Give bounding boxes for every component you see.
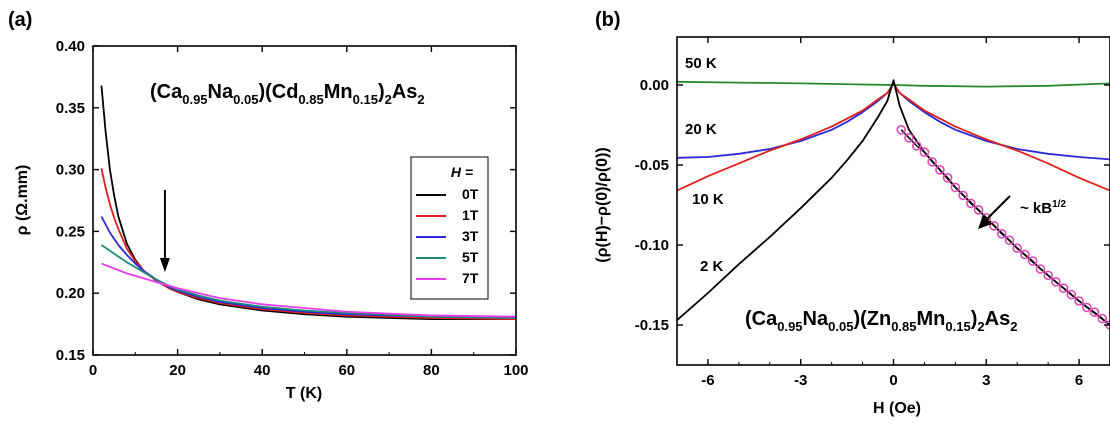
fit-point — [919, 147, 930, 157]
x-tick-label: 40 — [254, 362, 271, 379]
series-label-2k: 2 K — [700, 258, 724, 275]
series-label-10k: 10 K — [692, 191, 724, 208]
panel-a-label: (a) — [8, 9, 32, 31]
fit-point — [973, 205, 984, 215]
y-tick-label: 0.00 — [640, 77, 669, 94]
y-tick-label: 0.15 — [56, 347, 85, 364]
x-tick-label: 3 — [982, 372, 990, 389]
y-tick-label: -0.05 — [635, 157, 669, 174]
panel-b-xlabel: H (Oe) — [873, 400, 921, 417]
fit-point — [904, 133, 914, 143]
panel-a-plot: 0 20 40 60 80 100 0.15 0.20 0.25 0.30 0.35 0.40 H = 0… — [56, 38, 529, 379]
series-line-fit — [900, 129, 1110, 326]
x-tick-label: 6 — [1075, 372, 1083, 389]
fit-point — [1066, 289, 1077, 300]
legend-title: H = — [451, 164, 473, 180]
fit-point — [896, 125, 907, 135]
panel-b-series — [677, 79, 1110, 330]
legend-entry-5t: 5T — [462, 249, 479, 265]
series-line-10k — [677, 82, 1110, 192]
fit-point — [927, 157, 937, 167]
fit-point — [1058, 283, 1069, 294]
y-tick-label: 0.40 — [56, 38, 85, 55]
fit-point — [1027, 256, 1038, 266]
panel-a-series — [100, 85, 516, 321]
panel-b-label: (b) — [595, 9, 621, 31]
fit-arrow — [985, 195, 1011, 221]
fit-point — [950, 182, 961, 193]
fit-point — [935, 165, 945, 175]
fit-point — [1004, 235, 1015, 245]
fit-point — [1097, 313, 1108, 324]
panel-a-xlabel: T (K) — [286, 385, 322, 402]
fit-point — [996, 229, 1007, 239]
series-label-50k: 50 K — [685, 55, 717, 72]
x-tick-label: 20 — [169, 362, 186, 379]
y-tick-label: 0.20 — [56, 285, 85, 302]
fit-point — [989, 221, 999, 231]
series-line-7t — [101, 262, 516, 318]
fit-point — [958, 190, 968, 201]
y-tick-label: -0.15 — [635, 317, 669, 334]
fit-point — [1082, 302, 1092, 313]
y-tick-label: 0.25 — [56, 223, 85, 240]
legend-entry-0t: 0T — [462, 186, 479, 202]
fit-arrow-head — [978, 215, 992, 229]
y-tick-label: 0.30 — [56, 162, 85, 179]
fit-point — [1089, 307, 1100, 318]
y-tick-label: -0.10 — [635, 237, 669, 254]
x-tick-label: 0 — [89, 362, 97, 379]
fit-point — [1043, 270, 1053, 281]
x-tick-label: 80 — [423, 362, 440, 379]
series-label-20k: 20 K — [685, 121, 717, 138]
fit-point — [1012, 243, 1023, 253]
x-tick-label: -3 — [794, 372, 807, 389]
panel-b-formula: (Ca0.95Na0.05)(Zn0.85Mn0.15)2As2 — [745, 308, 1017, 334]
panel-b-fit-label: ~ kB1/2 — [1020, 199, 1066, 217]
series-line-5t — [100, 244, 516, 319]
legend-entry-3t: 3T — [462, 228, 479, 244]
x-tick-label: -6 — [701, 372, 714, 389]
legend-entry-1t: 1T — [462, 207, 479, 223]
y-tick-label: 0.35 — [56, 100, 85, 117]
legend-entry-7t: 7T — [462, 270, 479, 286]
x-tick-label: 60 — [338, 362, 355, 379]
fit-point — [1035, 264, 1046, 274]
panel-b-ylabel: (ρ(H)−ρ(0)/ρ(0)) — [594, 147, 611, 262]
panel-a-formula: (Ca0.95Na0.05)(Cd0.85Mn0.15)2As2 — [150, 81, 425, 107]
fit-point — [1074, 296, 1084, 306]
x-tick-label: 100 — [503, 362, 528, 379]
arrow-head — [159, 258, 170, 272]
fit-point — [1020, 249, 1030, 260]
panel-a-ylabel: ρ (Ω.mm) — [14, 165, 31, 236]
panel-b-plot: -6 -3 0 3 6 0.00 -0.05 -0.10 -0.15 50 K 20 K 10 K 2 … — [635, 36, 1110, 389]
legend-box — [410, 156, 489, 300]
fit-point — [911, 141, 922, 151]
fit-point — [1051, 276, 1061, 287]
legend: H = 0T 1T 3T 5T 7T — [410, 156, 489, 300]
fit-point — [942, 173, 953, 183]
x-tick-label: 0 — [889, 372, 897, 389]
series-line-20k — [677, 82, 1110, 161]
fit-point — [966, 198, 976, 209]
series-line-3t — [100, 216, 516, 319]
